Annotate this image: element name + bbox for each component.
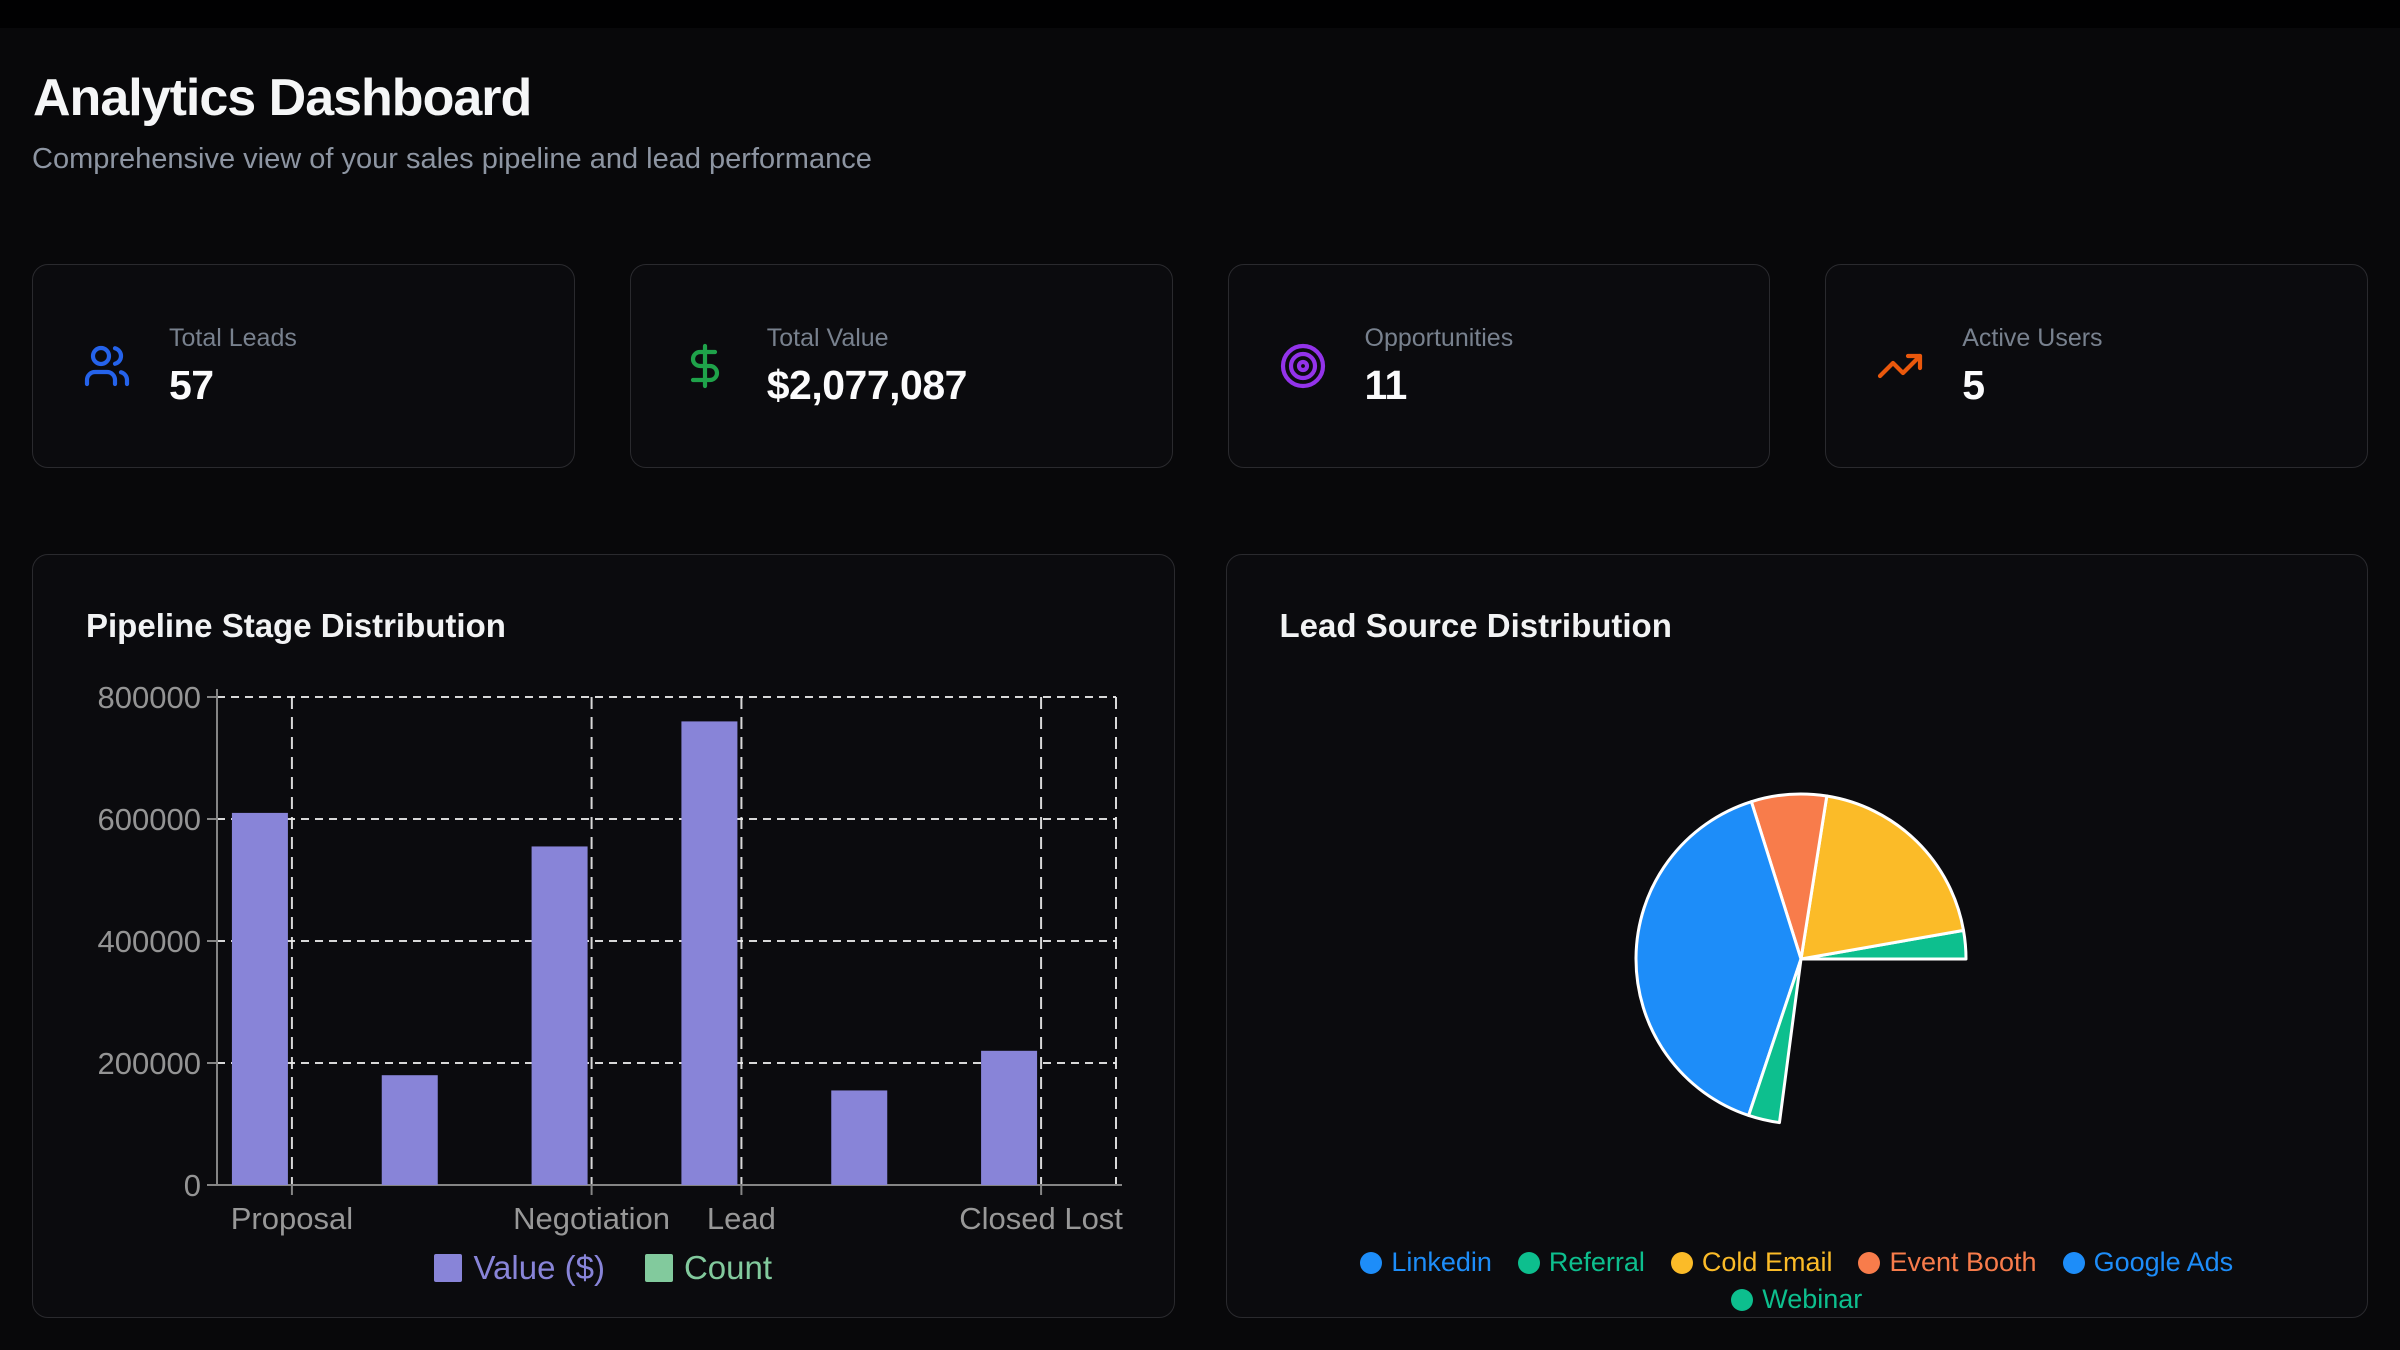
- page-title: Analytics Dashboard: [33, 69, 532, 127]
- chart-title: Lead Source Distribution: [1279, 607, 1672, 645]
- legend-row: Linkedin Referral Cold Email Event Booth Goo…: [1360, 1247, 2233, 1278]
- lead-source-chart-card: Lead Source Distribution Linkedin Referra…: [1225, 554, 2368, 1319]
- legend-item[interactable]: Google Ads: [2062, 1247, 2234, 1278]
- legend-label: Referral: [1548, 1247, 1645, 1278]
- users-icon: [83, 342, 131, 390]
- bar-value[interactable]: [981, 1050, 1038, 1186]
- legend-item[interactable]: Webinar: [1731, 1284, 1862, 1315]
- dollar-sign-icon: [681, 342, 729, 390]
- stat-card-total-value: Total Value $2,077,087: [629, 264, 1173, 469]
- stat-card-opportunities: Opportunities 11: [1227, 264, 1771, 469]
- dashboard-page: Analytics Dashboard Comprehensive view o…: [0, 28, 2400, 1319]
- top-strip: [0, 0, 2400, 28]
- pipeline-bar-chart: 0 200000 400000 600000 800000 Proposal Negotia…: [98, 680, 1124, 1236]
- legend-row: Webinar: [1731, 1284, 1862, 1315]
- pie-slice-webinar[interactable]: [1746, 957, 1802, 1125]
- legend-dot: [1731, 1288, 1754, 1311]
- bar-value[interactable]: [831, 1090, 888, 1186]
- stat-value: $2,077,087: [766, 361, 968, 408]
- pie-slice-cold-email[interactable]: [1799, 794, 1965, 961]
- pie-chart-legend: Linkedin Referral Cold Email Event Booth Goo…: [1227, 1247, 2368, 1315]
- stat-label: Active Users: [1962, 323, 2103, 352]
- legend-dot: [1360, 1251, 1383, 1274]
- stat-value: 57: [169, 361, 214, 408]
- legend-label: Linkedin: [1391, 1247, 1492, 1278]
- legend-label: Webinar: [1762, 1284, 1863, 1315]
- bar-chart-legend: Value ($) Count: [33, 1249, 1174, 1287]
- y-tick-label: 0: [184, 1168, 201, 1203]
- y-tick-label: 800000: [98, 680, 201, 715]
- bar-value[interactable]: [231, 813, 288, 1186]
- y-tick-label: 400000: [98, 924, 201, 959]
- bar-value[interactable]: [381, 1075, 438, 1186]
- legend-dot: [2062, 1251, 2085, 1274]
- legend-item[interactable]: Cold Email: [1670, 1247, 1833, 1278]
- stats-row: Total Leads 57 Total Value $2,077,087 Op…: [32, 264, 2368, 469]
- pie-slice-google-ads[interactable]: [1634, 800, 1802, 1118]
- legend-swatch: [644, 1254, 673, 1283]
- lead-source-pie-chart: [1634, 792, 1967, 1125]
- legend-swatch: [434, 1254, 463, 1283]
- legend-label: Event Booth: [1889, 1247, 2037, 1278]
- stat-label: Total Leads: [169, 323, 297, 352]
- x-tick-label: Closed Lost: [959, 1201, 1123, 1236]
- legend-dot: [1670, 1251, 1693, 1274]
- legend-item[interactable]: Linkedin: [1360, 1247, 1492, 1278]
- legend-dot: [1517, 1251, 1540, 1274]
- charts-row: Pipeline Stage Distribution 0 200000 40000…: [32, 554, 2368, 1319]
- target-icon: [1279, 342, 1327, 390]
- y-tick-label: 600000: [98, 802, 201, 837]
- x-tick-label: Lead: [707, 1201, 776, 1236]
- legend-label: Google Ads: [2093, 1247, 2234, 1278]
- legend-label: Value ($): [473, 1249, 605, 1287]
- legend-dot: [1858, 1251, 1881, 1274]
- stat-card-total-leads: Total Leads 57: [32, 264, 575, 469]
- x-tick-label: Negotiation: [513, 1201, 670, 1236]
- x-tick-label: Proposal: [231, 1201, 353, 1236]
- chart-title: Pipeline Stage Distribution: [86, 607, 506, 645]
- page-subtitle: Comprehensive view of your sales pipelin…: [32, 143, 872, 176]
- legend-item[interactable]: Event Booth: [1858, 1247, 2037, 1278]
- stat-value: 5: [1962, 361, 1985, 408]
- legend-label: Count: [683, 1249, 772, 1287]
- bar-value[interactable]: [531, 846, 588, 1186]
- legend-item[interactable]: Count: [644, 1249, 772, 1287]
- stat-value: 11: [1364, 361, 1408, 408]
- pipeline-stage-chart-card: Pipeline Stage Distribution 0 200000 40000…: [32, 554, 1175, 1319]
- bar-value[interactable]: [681, 721, 738, 1186]
- stat-label: Total Value: [766, 323, 889, 352]
- stat-label: Opportunities: [1364, 323, 1514, 352]
- y-tick-label: 200000: [98, 1046, 201, 1081]
- trending-up-icon: [1876, 342, 1924, 390]
- legend-item[interactable]: Referral: [1517, 1247, 1645, 1278]
- legend-item[interactable]: Value ($): [434, 1249, 605, 1287]
- stat-card-active-users: Active Users 5: [1825, 264, 2368, 469]
- legend-label: Cold Email: [1701, 1247, 1833, 1278]
